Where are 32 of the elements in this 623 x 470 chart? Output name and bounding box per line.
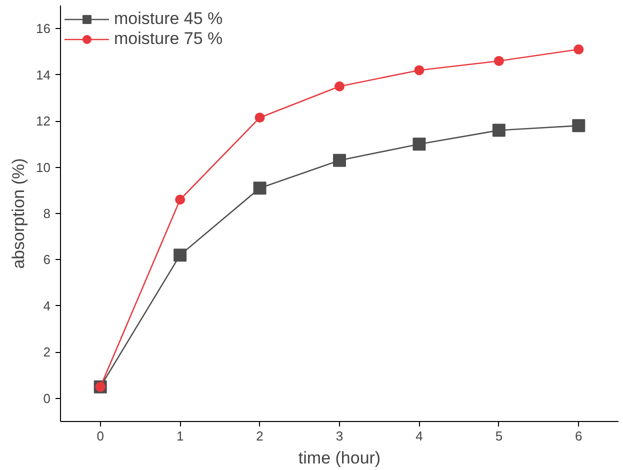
y-tick-label: 6 <box>43 252 51 268</box>
point <box>253 182 266 195</box>
point <box>333 154 346 167</box>
point <box>572 119 586 132</box>
y-tick-label: 14 <box>36 67 51 82</box>
y-tick-label: 8 <box>43 206 51 221</box>
x-tick-label: 2 <box>256 428 264 444</box>
y-tick-label: 12 <box>36 114 51 129</box>
point <box>174 248 187 262</box>
point <box>494 56 504 66</box>
x-tick-label: 1 <box>176 428 184 444</box>
legend-label: moisture 75 % <box>114 29 223 49</box>
y-tick-label: 2 <box>43 344 51 360</box>
point <box>334 81 344 92</box>
y-tick-label: 10 <box>36 160 51 175</box>
point <box>414 65 424 76</box>
point <box>574 44 584 54</box>
x-tick-label: 3 <box>336 428 344 444</box>
x-tick-label: 5 <box>495 428 503 444</box>
x-tick-label: 4 <box>416 428 423 444</box>
x-tick-label: 0 <box>96 428 104 444</box>
legend-label: moisture 45 % <box>114 9 223 29</box>
y-tick-label: 4 <box>43 298 51 314</box>
x-axis-title: time (hour) <box>298 448 381 468</box>
y-axis-title: absorption (%) <box>9 158 28 269</box>
point <box>254 112 265 123</box>
point <box>412 138 426 151</box>
point <box>492 124 506 137</box>
x-tick-label: 6 <box>575 428 582 444</box>
point <box>175 194 186 205</box>
y-tick-label: 16 <box>36 21 51 36</box>
y-tick-label: 0 <box>43 390 51 406</box>
